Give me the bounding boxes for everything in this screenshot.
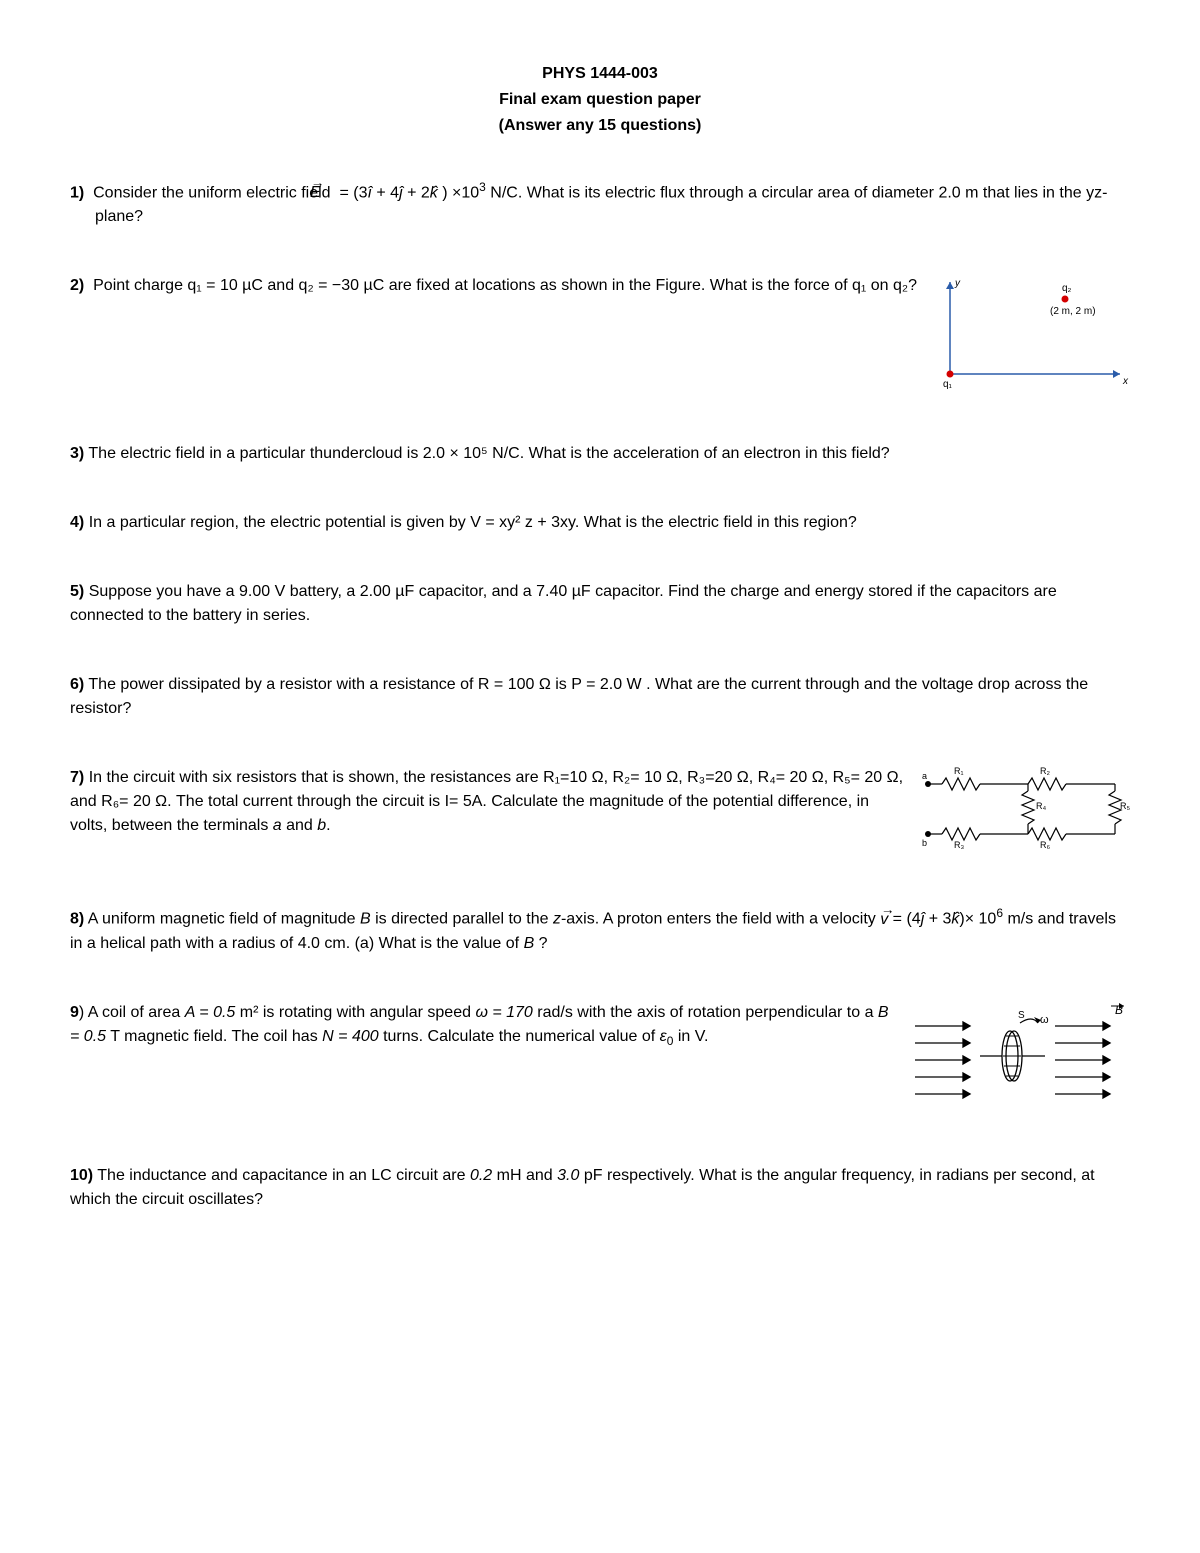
question-2: 2) Point charge q₁ = 10 µC and q₂ = −30 … <box>70 274 1130 397</box>
q9-number: 9 <box>70 1004 79 1021</box>
svg-text:b: b <box>922 838 927 848</box>
q6-text: The power dissipated by a resistor with … <box>70 676 1088 717</box>
exam-title: Final exam question paper <box>70 88 1130 112</box>
q7-number: 7) <box>70 769 84 786</box>
question-8: 8) A uniform magnetic field of magnitude… <box>70 904 1130 955</box>
q9-figure: ω S B <box>910 1001 1130 1119</box>
svg-text:R₅: R₅ <box>1120 801 1130 811</box>
question-3: 3) The electric field in a particular th… <box>70 442 1130 466</box>
svg-text:(2 m, 2 m): (2 m, 2 m) <box>1050 306 1096 317</box>
question-6: 6) The power dissipated by a resistor wi… <box>70 673 1130 721</box>
question-5: 5) Suppose you have a 9.00 V battery, a … <box>70 580 1130 628</box>
q1-text-a: Consider the uniform electric field <box>93 184 335 201</box>
svg-text:R₆: R₆ <box>1040 840 1050 850</box>
q5-number: 5) <box>70 583 84 600</box>
svg-text:q₁: q₁ <box>943 379 953 389</box>
q4-number: 4) <box>70 514 84 531</box>
exam-header: PHYS 1444-003 Final exam question paper … <box>70 62 1130 138</box>
q6-number: 6) <box>70 676 84 693</box>
question-9: 9) A coil of area A = 0.5 m² is rotating… <box>70 1001 1130 1119</box>
q2-text: Point charge q₁ = 10 µC and q₂ = −30 µC … <box>93 277 917 294</box>
exam-instruction: (Answer any 15 questions) <box>70 114 1130 138</box>
question-7: 7) In the circuit with six resistors tha… <box>70 766 1130 859</box>
svg-text:y: y <box>954 278 961 289</box>
q5-text: Suppose you have a 9.00 V battery, a 2.0… <box>70 583 1057 624</box>
question-1: 1) Consider the uniform electric field →… <box>70 178 1130 229</box>
svg-text:x: x <box>1122 376 1129 387</box>
q8-number: 8) <box>70 911 84 928</box>
svg-text:R₁: R₁ <box>954 766 964 776</box>
svg-text:R₂: R₂ <box>1040 766 1050 776</box>
svg-text:S: S <box>1018 1010 1025 1021</box>
q7-text: In the circuit with six resistors that i… <box>70 769 903 834</box>
svg-text:R₃: R₃ <box>954 840 964 850</box>
q4-text: In a particular region, the electric pot… <box>89 514 857 531</box>
svg-text:q₂: q₂ <box>1062 283 1072 294</box>
q3-number: 3) <box>70 445 84 462</box>
question-10: 10) The inductance and capacitance in an… <box>70 1164 1130 1212</box>
q2-figure: q₁ q₂ (2 m, 2 m) x y <box>935 274 1130 397</box>
q3-text: The electric field in a particular thund… <box>88 445 889 462</box>
svg-text:ω: ω <box>1040 1014 1049 1026</box>
q7-figure: a R₁ R₂ R₄ R₅ <box>920 766 1130 859</box>
q1-number: 1) <box>70 184 84 201</box>
question-4: 4) In a particular region, the electric … <box>70 511 1130 535</box>
q2-number: 2) <box>70 277 84 294</box>
svg-text:R₄: R₄ <box>1036 801 1046 811</box>
course-code: PHYS 1444-003 <box>70 62 1130 86</box>
q10-number: 10) <box>70 1167 93 1184</box>
svg-text:a: a <box>922 771 927 781</box>
